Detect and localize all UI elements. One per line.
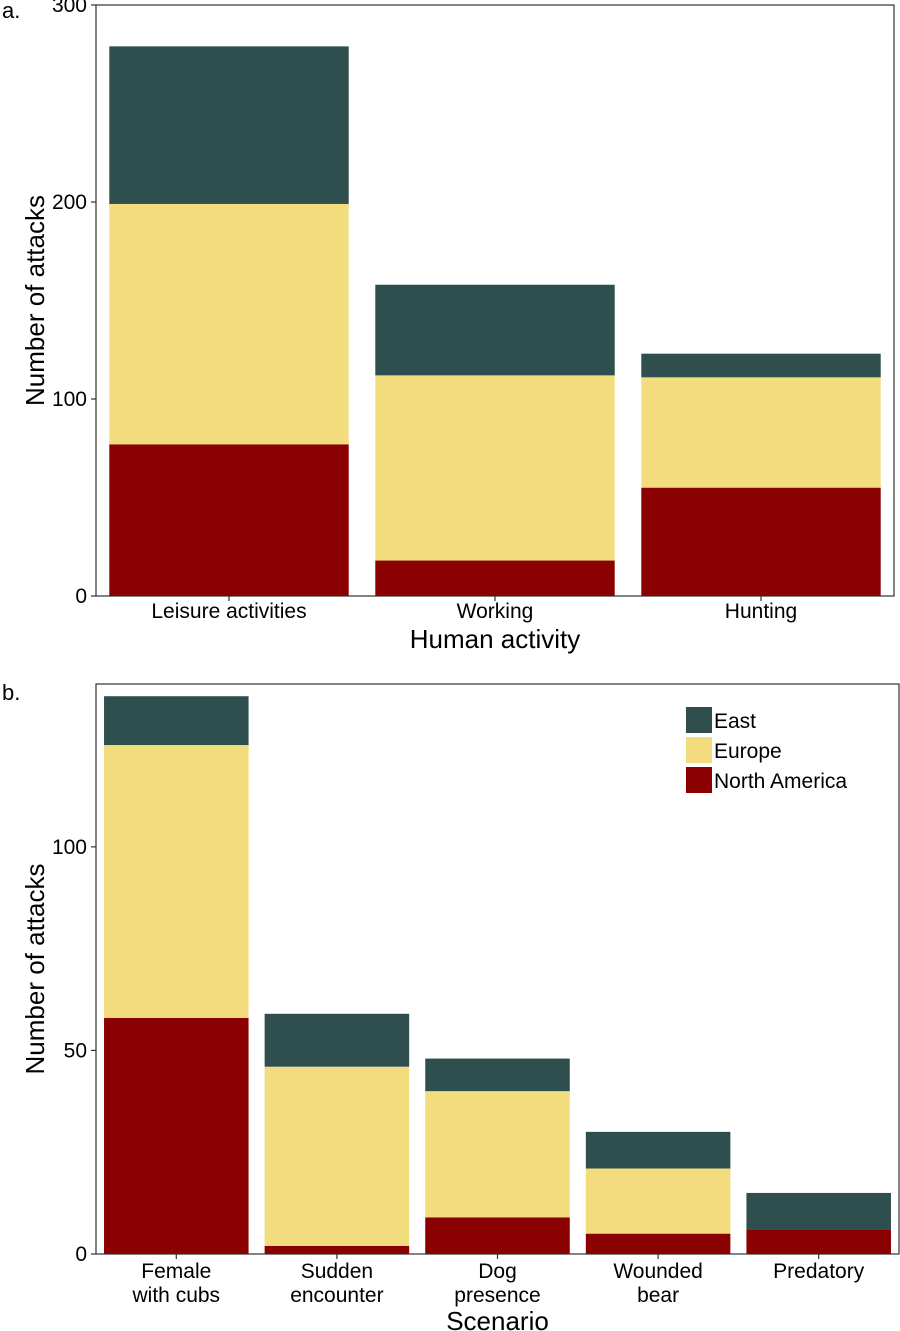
y-axis-title: Number of attacks: [20, 195, 50, 406]
panel-label: b.: [2, 680, 20, 705]
legend-label-east: East: [714, 710, 756, 733]
bar-europe-0: [109, 203, 349, 445]
legend-swatch-north-america: [686, 767, 712, 793]
bar-north-america-1: [264, 1245, 410, 1254]
legend-swatch-europe: [686, 737, 712, 763]
y-tick-label: 50: [64, 1039, 87, 1062]
bar-north-america-3: [585, 1233, 731, 1254]
x-tick-label: Predatory: [773, 1260, 865, 1283]
x-tick-label: Dog presence: [454, 1260, 540, 1307]
chart-panel-1: 0 100 200 300 Leisure activities Working Hunti…: [2, 0, 895, 654]
bar-east-1: [264, 1013, 410, 1067]
y-tick-label: 200: [52, 191, 87, 214]
y-tick-label: 100: [52, 388, 87, 411]
bar-east-0: [104, 696, 249, 746]
bar-europe-0: [104, 745, 249, 1018]
legend-label-north-america: North America: [714, 770, 847, 793]
bar-europe-2: [641, 377, 881, 488]
x-tick-label: Working: [457, 600, 534, 623]
bar-east-3: [585, 1131, 731, 1169]
y-tick-label: 100: [52, 836, 87, 859]
bar-north-america-0: [104, 1017, 249, 1254]
y-tick-label: 300: [52, 0, 87, 17]
bar-north-america-2: [425, 1217, 570, 1254]
bar-europe-1: [264, 1066, 410, 1246]
x-tick-label: Leisure activities: [151, 600, 306, 623]
bar-north-america-1: [375, 560, 615, 596]
legend-swatch-east: [686, 707, 712, 733]
x-axis-title: Human activity: [410, 624, 581, 654]
x-axis-title: Scenario: [446, 1306, 549, 1331]
bar-east-4: [746, 1192, 891, 1230]
bar-east-1: [375, 284, 615, 376]
x-tick-label: Sudden encounter: [290, 1260, 383, 1307]
bar-east-0: [109, 46, 349, 204]
bar-east-2: [425, 1058, 570, 1092]
bar-north-america-4: [746, 1229, 891, 1254]
bar-north-america-0: [109, 444, 349, 596]
bar-north-america-2: [641, 487, 881, 596]
x-tick-label: Hunting: [725, 600, 797, 623]
x-tick-label: Wounded bear: [613, 1260, 703, 1307]
legend-label-europe: Europe: [714, 740, 782, 763]
x-tick-label: Female with cubs: [132, 1260, 221, 1307]
chart-panel-2: 0 50 100 Female with cubs Sudden encounter Dog p…: [2, 680, 900, 1331]
bar-europe-2: [425, 1091, 570, 1218]
y-axis-title: Number of attacks: [20, 864, 50, 1075]
legend: East Europe North America: [686, 707, 847, 793]
y-tick-label: 0: [75, 1243, 87, 1266]
bar-europe-1: [375, 375, 615, 561]
bar-east-2: [641, 353, 881, 378]
panel-label: a.: [2, 0, 20, 23]
y-tick-label: 0: [75, 585, 87, 608]
bar-europe-3: [585, 1168, 731, 1234]
